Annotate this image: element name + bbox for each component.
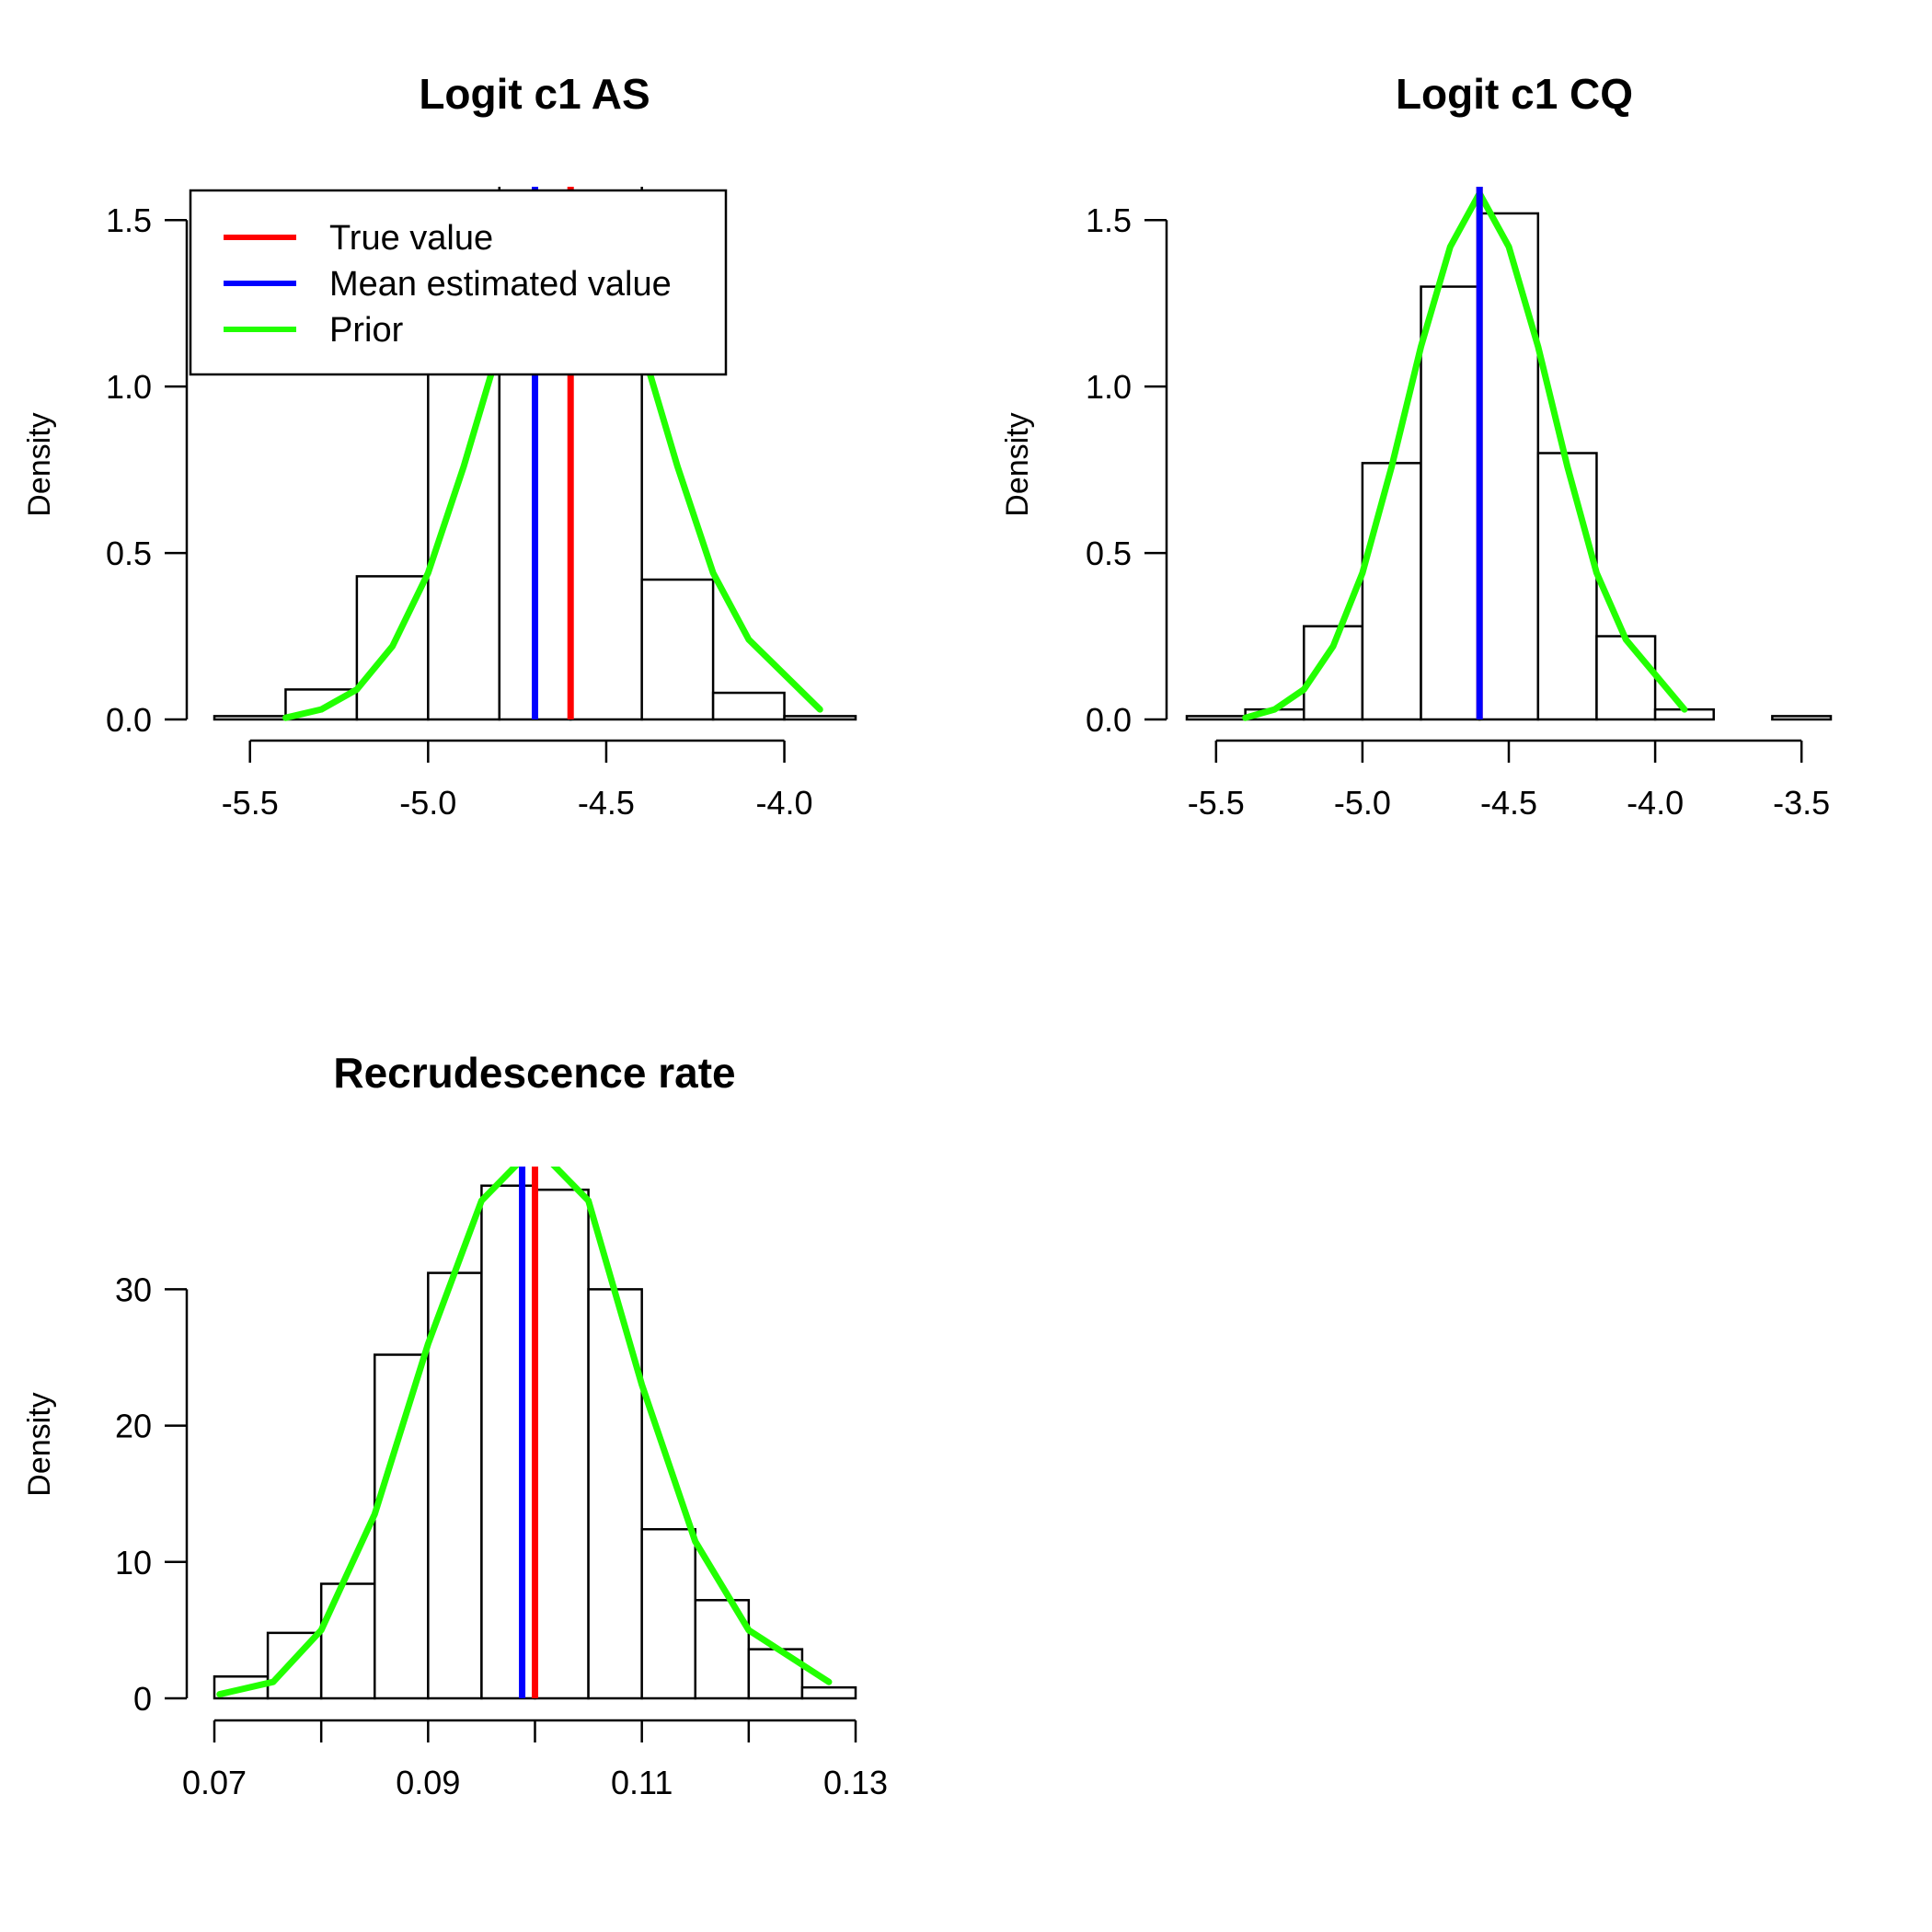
histogram-bar [1536,452,1598,721]
histogram-bar [1771,715,1833,721]
y-axis: 0.0 0.5 1.0 1.5 [106,201,189,739]
y-tick-label: 20 [115,1408,152,1445]
histogram-bar [534,1188,590,1700]
histogram-bar [640,1527,697,1700]
x-tick-label: -5.5 [222,784,279,822]
y-axis: 0.0 0.5 1.0 1.5 [1086,201,1168,739]
histogram-bar [711,691,786,721]
x-axis: -5.5 -5.0 -4.5 -4.0 [222,739,813,822]
y-tick-label: 0.0 [106,701,152,739]
histogram-bar [640,578,715,721]
x-tick-label: -5.0 [399,784,456,822]
y-tick-label: 0.0 [1086,701,1132,739]
legend: True value Mean estimated value Prior [189,189,728,376]
legend-label: Mean estimated value [329,265,672,304]
y-axis-label: Density [22,412,57,516]
chart-title: Logit c1 CQ [1396,70,1633,118]
histogram-bar [800,1685,857,1700]
legend-label: Prior [329,311,404,350]
y-tick-label: 1.5 [106,201,152,239]
x-tick-label: 0.09 [396,1764,460,1801]
x-tick-label: -5.0 [1334,784,1391,822]
chart-title: Recrudescence rate [333,1049,735,1097]
panel-3: Recrudescence rate Density 0 10 20 30 0.07 0.09… [22,1049,888,1801]
histogram-bar [480,1184,536,1700]
chart-title: Logit c1 AS [419,70,650,118]
histogram-bar [1478,212,1540,721]
histogram-bar [213,715,287,721]
x-tick-label: -4.0 [1627,784,1684,822]
legend-label: True value [329,219,493,258]
x-tick-label: 0.13 [823,1764,888,1801]
x-tick-label: 0.07 [182,1764,247,1801]
y-tick-label: 0 [133,1680,152,1718]
x-tick-label: 0.11 [611,1764,673,1801]
plot-area [1185,187,1833,721]
y-tick-label: 30 [115,1271,152,1308]
x-tick-label: -5.5 [1188,784,1245,822]
x-tick-label: -4.5 [578,784,635,822]
panel-1: Logit c1 AS Density 0.0 0.5 1.0 1.5 -5.5 -5.0 -4… [22,70,857,822]
histogram-bar [319,1582,376,1700]
x-axis: -5.5 -5.0 -4.5 -4.0 -3.5 [1188,739,1830,822]
histogram-bar [374,1353,430,1700]
histogram-bar [1420,285,1481,721]
y-axis-label: Density [22,1392,57,1496]
plot-area [213,187,857,721]
y-tick-label: 0.5 [106,535,152,572]
x-tick-label: -4.0 [756,784,813,822]
histogram-bar [1185,715,1247,721]
histogram-bar [1595,635,1657,721]
histogram-bar [427,1271,483,1700]
y-tick-label: 1.5 [1086,201,1132,239]
prior-curve [1242,190,1688,721]
prior-curve [216,1167,833,1698]
plot-area [213,1167,857,1700]
y-axis-label: Density [1000,412,1035,516]
histogram-bar [783,715,857,721]
x-tick-label: -3.5 [1773,784,1830,822]
y-axis: 0 10 20 30 [115,1271,189,1718]
x-axis: 0.07 0.09 0.11 0.13 [182,1719,888,1801]
y-tick-label: 1.0 [1086,368,1132,406]
y-tick-label: 1.0 [106,368,152,406]
y-tick-label: 0.5 [1086,535,1132,572]
panel-2: Logit c1 CQ Density 0.0 0.5 1.0 1.5 -5.5 -5.0 -4… [1000,70,1833,822]
histogram-bar [1361,462,1422,721]
x-tick-label: -4.5 [1480,784,1537,822]
y-tick-label: 10 [115,1544,152,1581]
